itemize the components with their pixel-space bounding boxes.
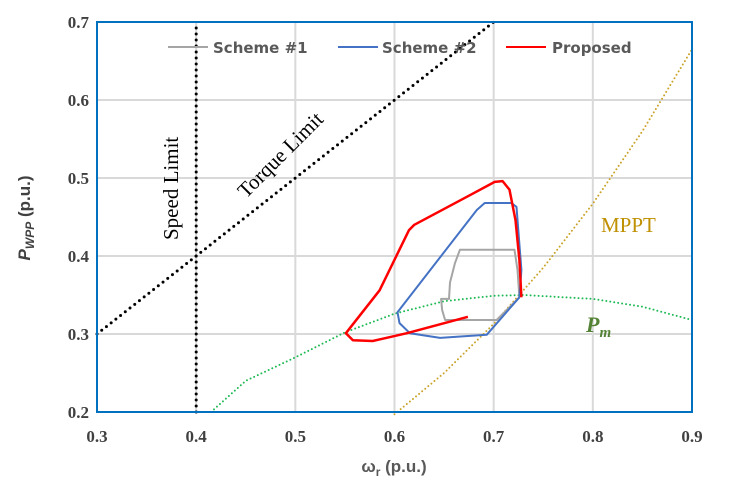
x-tick-label: 0.8 xyxy=(582,427,603,446)
x-tick-label: 0.3 xyxy=(86,427,107,446)
x-axis-label-main: ω xyxy=(361,457,375,476)
x-axis-label-unit: (p.u.) xyxy=(380,457,426,476)
legend-label-scheme1: Scheme #1 xyxy=(213,39,308,57)
x-tick-label: 0.6 xyxy=(384,427,405,446)
curve-pm xyxy=(210,293,693,413)
y-axis-label-unit: (p.u.) xyxy=(15,176,34,222)
x-tick-label: 0.7 xyxy=(483,427,505,446)
y-axis-label: PWPP (p.u.) xyxy=(15,176,37,261)
curve-torque-limit xyxy=(95,20,496,336)
y-axis-label-main: P xyxy=(15,248,34,260)
curve-mppt xyxy=(393,48,693,416)
y-tick-label: 0.3 xyxy=(68,325,89,344)
x-axis-label-sub: r xyxy=(376,465,381,479)
pm-label-main: P xyxy=(585,312,600,337)
legend-label-scheme2: Scheme #2 xyxy=(382,39,477,57)
ticks: 0.3 0.4 0.5 0.6 0.7 0.8 0.9 0.2 0.3 0.4 0.5 0.6 0.7 xyxy=(68,13,703,446)
x-tick-label: 0.5 xyxy=(285,427,306,446)
pm-label-sub: m xyxy=(599,325,611,341)
y-tick-label: 0.7 xyxy=(68,13,90,32)
curves xyxy=(95,20,693,416)
y-tick-label: 0.5 xyxy=(68,169,89,188)
y-tick-label: 0.4 xyxy=(68,247,90,266)
series xyxy=(344,179,523,343)
series-proposed xyxy=(344,179,523,343)
plot-frame xyxy=(96,21,693,413)
y-axis-label-sub: WPP xyxy=(23,221,37,249)
series-scheme2 xyxy=(396,202,523,339)
x-tick-label: 0.4 xyxy=(186,427,208,446)
mppt-label: MPPT xyxy=(601,213,656,237)
x-axis-label: ωr (p.u.) xyxy=(361,457,426,479)
y-tick-label: 0.2 xyxy=(68,403,89,422)
legend: Scheme #1 Scheme #2 Proposed xyxy=(168,39,632,57)
legend-label-proposed: Proposed xyxy=(552,39,632,57)
pm-label: Pm xyxy=(585,312,611,341)
speed-limit-label: Speed Limit xyxy=(159,137,183,240)
y-tick-label: 0.6 xyxy=(68,91,89,110)
x-tick-label: 0.9 xyxy=(681,427,702,446)
